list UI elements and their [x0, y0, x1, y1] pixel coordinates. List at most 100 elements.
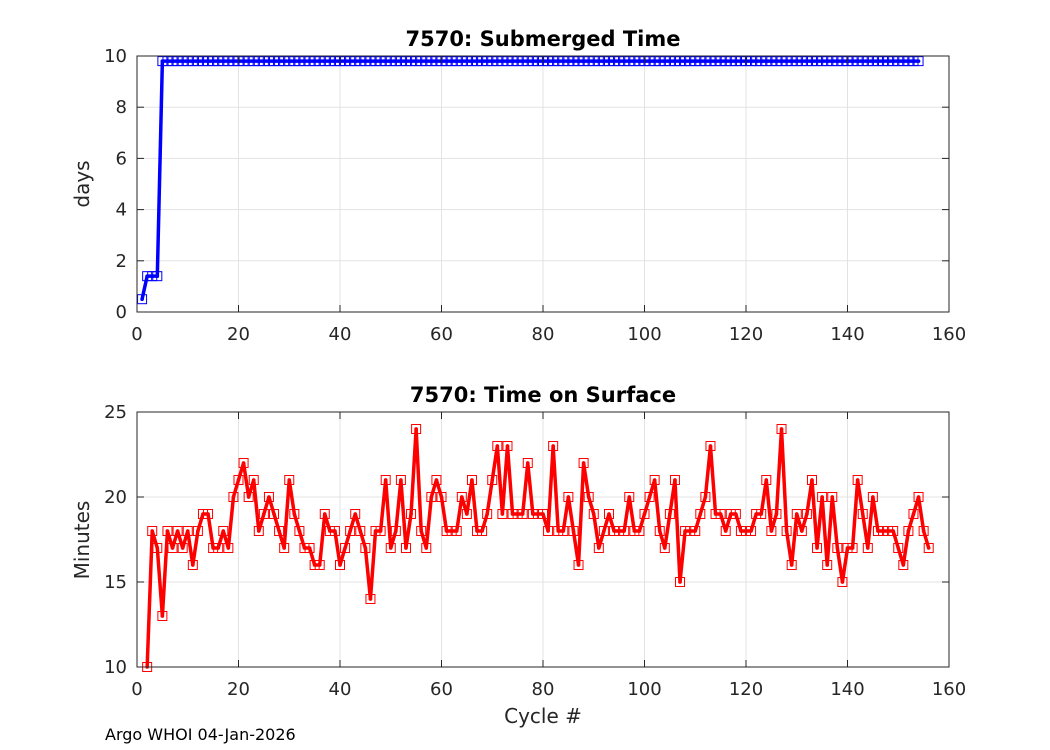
- data-point-dot: [500, 512, 505, 516]
- data-point: [355, 526, 366, 536]
- data-point: [893, 543, 904, 553]
- data-point-dot: [881, 529, 885, 533]
- data-point: [903, 526, 914, 536]
- data-point-dot: [460, 495, 464, 499]
- data-point-dot: [637, 529, 642, 533]
- data-point-dot: [165, 59, 170, 63]
- data-point-dot: [201, 59, 205, 63]
- data-point-dot: [490, 478, 495, 482]
- data-point-dot: [617, 529, 621, 533]
- data-point: [918, 526, 929, 536]
- data-point-dot: [368, 59, 373, 63]
- data-point-dot: [551, 59, 555, 63]
- data-point-dot: [881, 59, 885, 63]
- data-point-dot: [871, 495, 875, 499]
- data-point: [162, 526, 173, 536]
- data-point: [624, 492, 635, 502]
- data-point-dot: [358, 59, 363, 63]
- data-point: [867, 492, 878, 502]
- data-point-dot: [338, 563, 342, 567]
- data-point-dot: [383, 59, 388, 63]
- data-point-dot: [343, 59, 347, 63]
- data-point-dot: [647, 495, 652, 499]
- data-point: [294, 526, 305, 536]
- data-point: [223, 543, 234, 553]
- data-point-dot: [322, 512, 327, 516]
- data-point-dot: [708, 444, 713, 448]
- data-point-dot: [353, 59, 358, 63]
- data-point-dot: [485, 512, 489, 516]
- data-point-dot: [510, 512, 515, 516]
- data-point-dot: [754, 59, 758, 63]
- data-point-dot: [871, 59, 875, 63]
- data-point-dot: [277, 59, 281, 63]
- data-point-dot: [160, 614, 165, 618]
- data-point-dot: [668, 512, 672, 516]
- data-point-dot: [465, 59, 469, 63]
- data-point: [350, 509, 361, 519]
- data-point: [639, 509, 650, 519]
- data-point-dot: [206, 59, 210, 63]
- data-point: [827, 492, 838, 502]
- data-point-dot: [196, 529, 200, 533]
- data-point-dot: [683, 529, 687, 533]
- data-point-dot: [536, 59, 540, 63]
- data-point-dot: [414, 427, 418, 431]
- data-point-dot: [769, 59, 774, 63]
- x-tick-label: 80: [532, 324, 555, 345]
- data-point-dot: [586, 59, 591, 63]
- data-point-dot: [576, 563, 581, 567]
- data-point-dot: [866, 546, 870, 550]
- data-point: [791, 509, 802, 519]
- data-point-dot: [688, 59, 692, 63]
- data-point: [182, 526, 193, 536]
- data-point-dot: [612, 529, 616, 533]
- data-point-dot: [749, 529, 753, 533]
- tick-labels: 0 20 40 60 80 100 120 140 160 10 15 20 25: [104, 402, 966, 700]
- data-point-dot: [196, 59, 200, 63]
- data-point: [598, 526, 609, 536]
- data-point-dot: [216, 59, 220, 63]
- x-tick-label: 60: [430, 324, 453, 345]
- y-tick-label: 25: [104, 402, 127, 423]
- data-point-dot: [541, 512, 545, 516]
- data-point: [497, 509, 508, 519]
- tick-labels: 0 20 40 60 80 100 120 140 160 0 2 4 6 8 10: [104, 46, 966, 345]
- data-point-dot: [830, 59, 835, 63]
- data-point-dot: [835, 59, 840, 63]
- x-axis-label: Cycle #: [504, 704, 582, 728]
- data-point-dot: [424, 546, 429, 550]
- data-point: [426, 492, 437, 502]
- data-point: [365, 594, 376, 604]
- data-point-dot: [876, 529, 880, 533]
- data-point-dot: [602, 529, 606, 533]
- data-point-dot: [886, 59, 890, 63]
- data-point-dot: [622, 529, 626, 533]
- data-point-dot: [632, 59, 637, 63]
- data-point: [172, 526, 183, 536]
- data-point: [913, 56, 924, 67]
- data-point-dot: [277, 529, 281, 533]
- chart-title: 7570: Submerged Time: [405, 27, 680, 51]
- data-point-dot: [282, 546, 286, 550]
- data-point-dot: [906, 529, 911, 533]
- data-point: [380, 475, 391, 485]
- data-point-dot: [317, 563, 322, 567]
- data-point: [335, 560, 345, 570]
- data-point: [659, 543, 670, 553]
- data-point-dot: [576, 59, 581, 63]
- y-tick-label: 8: [116, 97, 127, 118]
- data-point-dot: [231, 495, 236, 499]
- data-point: [700, 492, 711, 502]
- data-point-dot: [800, 59, 804, 63]
- data-point-dot: [911, 59, 916, 63]
- data-point-dot: [657, 529, 662, 533]
- data-point-dot: [597, 59, 601, 63]
- data-point: [243, 492, 254, 502]
- data-point-dot: [789, 563, 794, 567]
- data-point-dot: [591, 59, 596, 63]
- data-point: [832, 543, 843, 553]
- data-point: [857, 509, 868, 519]
- data-point-dot: [434, 59, 439, 63]
- data-point: [806, 475, 817, 485]
